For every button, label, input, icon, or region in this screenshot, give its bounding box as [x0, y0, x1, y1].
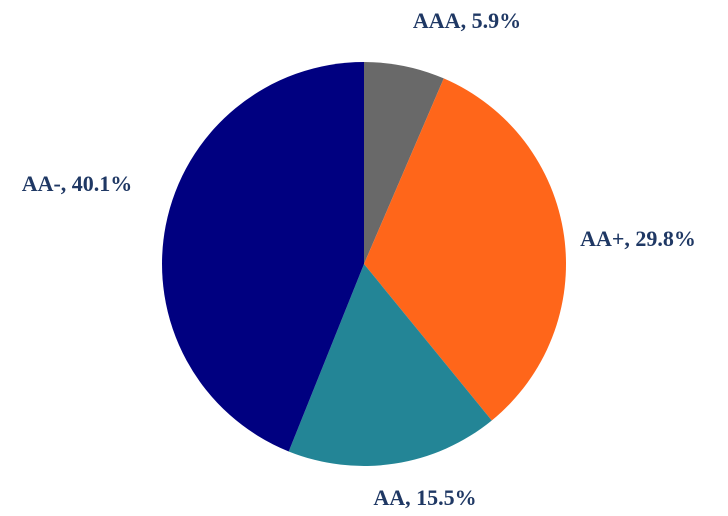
slice-label-4: AA-, 40.1%	[22, 171, 133, 196]
pie-slice-aaa	[364, 62, 444, 264]
pie-slices	[162, 62, 566, 466]
pie-slice-aa-minus	[162, 62, 364, 452]
pie-slice-aa	[288, 264, 492, 466]
slice-label-3: AA, 15.5%	[373, 485, 476, 510]
slice-label-2: AA+, 29.8%	[580, 226, 696, 251]
pie-labels: AAA, 5.9% AA+, 29.8% AA, 15.5% AA-, 40.1%	[22, 8, 696, 510]
slice-label-1: AAA, 5.9%	[413, 8, 521, 33]
pie-slice-aa-minus	[364, 78, 566, 421]
